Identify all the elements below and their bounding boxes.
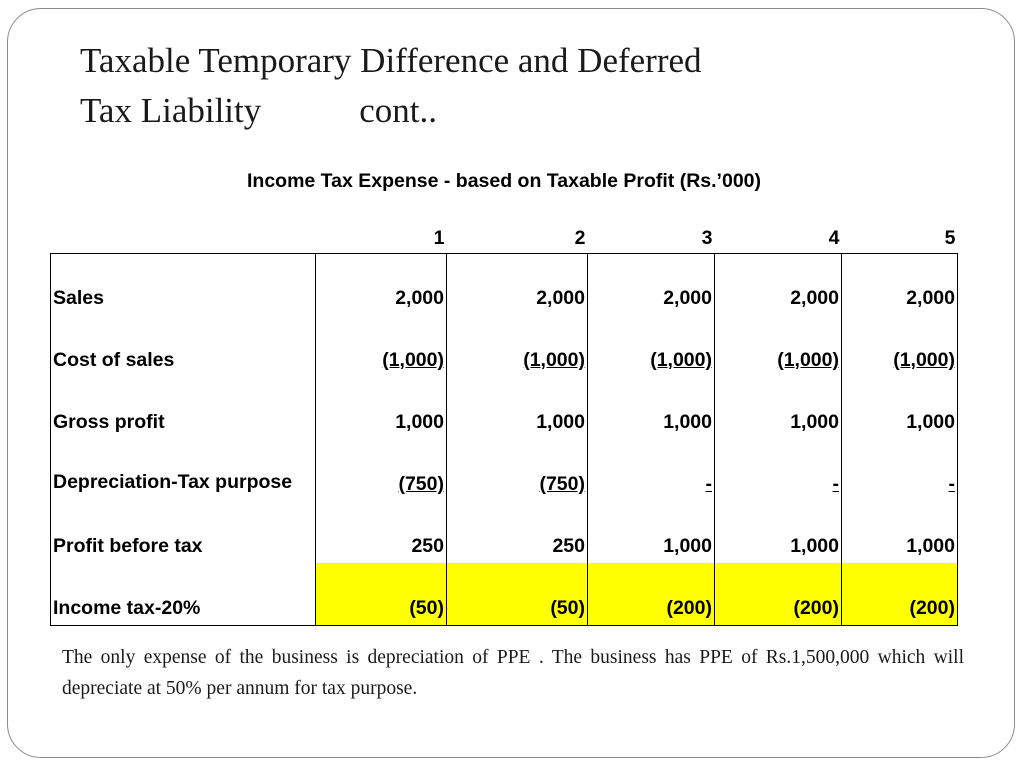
- slide-title: Taxable Temporary Difference and Deferre…: [80, 36, 900, 136]
- cell-value: (1,000): [777, 349, 839, 371]
- cell-value-wrap: (750): [315, 439, 447, 501]
- cell-value: -: [705, 473, 713, 495]
- cell-value: (1,000): [650, 349, 712, 371]
- cell-value: (50): [446, 563, 588, 626]
- cell-value: (200): [841, 563, 958, 626]
- year-header-row: 1 2 3 4 5: [51, 222, 958, 253]
- year-header: 4: [828, 226, 840, 249]
- cell-value: (50): [315, 563, 447, 626]
- footnote-text: The only expense of the business is depr…: [62, 647, 964, 699]
- cell-value: 250: [315, 501, 447, 563]
- row-label: Cost of sales: [50, 315, 316, 377]
- cell-value: 1,000: [714, 501, 842, 563]
- table-row-sales: Sales 2,000 2,000 2,000 2,000 2,000: [50, 252, 958, 315]
- cell-value-wrap: (1,000): [315, 315, 447, 377]
- table-row-depreciation: Depreciation-Tax purpose (750) (750) - -…: [50, 439, 958, 501]
- cell-value: -: [832, 473, 840, 495]
- table-row-gross-profit: Gross profit 1,000 1,000 1,000 1,000 1,0…: [50, 377, 958, 439]
- table-subtitle: Income Tax Expense - based on Taxable Pr…: [246, 170, 762, 192]
- year-header: 2: [574, 226, 586, 249]
- cell-value: 2,000: [714, 252, 842, 315]
- cell-value: 1,000: [841, 501, 958, 563]
- cell-value: 1,000: [315, 377, 447, 439]
- cell-value: 2,000: [587, 252, 715, 315]
- cell-value: (1,000): [523, 349, 585, 371]
- row-label: Sales: [50, 252, 316, 315]
- cell-value: -: [948, 473, 956, 495]
- cell-value: 2,000: [446, 252, 588, 315]
- cell-value: (200): [587, 563, 715, 626]
- year-header: 5: [944, 226, 956, 249]
- cell-value: (1,000): [382, 349, 444, 371]
- cell-value: 250: [446, 501, 588, 563]
- cell-value: 1,000: [587, 377, 715, 439]
- cell-value-wrap: (1,000): [587, 315, 715, 377]
- header-blank: [51, 222, 316, 253]
- title-cont: cont..: [359, 91, 438, 130]
- cell-value: 1,000: [714, 377, 842, 439]
- cell-value-wrap: -: [841, 439, 958, 501]
- cell-value-wrap: (750): [446, 439, 588, 501]
- title-line-2-text: Tax Liability: [80, 91, 262, 130]
- cell-value-wrap: (1,000): [714, 315, 842, 377]
- cell-value-wrap: (1,000): [446, 315, 588, 377]
- cell-value: 2,000: [841, 252, 958, 315]
- cell-value: (1,000): [893, 349, 955, 371]
- table-row-profit-before-tax: Profit before tax 250 250 1,000 1,000 1,…: [50, 501, 958, 563]
- cell-value: 1,000: [446, 377, 588, 439]
- year-header: 3: [701, 226, 713, 249]
- row-label: Profit before tax: [50, 501, 316, 563]
- cell-value: 1,000: [841, 377, 958, 439]
- cell-value-wrap: -: [587, 439, 715, 501]
- table-row-income-tax: Income tax-20% (50) (50) (200) (200) (20…: [50, 563, 958, 626]
- cell-value-wrap: -: [714, 439, 842, 501]
- income-tax-table: 1 2 3 4 5 Sales 2,000 2,000 2,000 2,000 …: [50, 222, 958, 626]
- cell-value: 2,000: [315, 252, 447, 315]
- table-row-cost-of-sales: Cost of sales (1,000) (1,000) (1,000) (1…: [50, 315, 958, 377]
- row-label: Gross profit: [50, 377, 316, 439]
- row-label: Depreciation-Tax purpose: [50, 439, 316, 501]
- year-header: 1: [433, 226, 445, 249]
- title-line-1: Taxable Temporary Difference and Deferre…: [80, 41, 702, 80]
- cell-value: 1,000: [587, 501, 715, 563]
- cell-value: (200): [714, 563, 842, 626]
- cell-value-wrap: (1,000): [841, 315, 958, 377]
- row-label: Income tax-20%: [50, 563, 316, 626]
- cell-value: (750): [539, 473, 585, 495]
- cell-value: (750): [398, 473, 444, 495]
- title-line-2: Tax Liability cont..: [80, 86, 900, 136]
